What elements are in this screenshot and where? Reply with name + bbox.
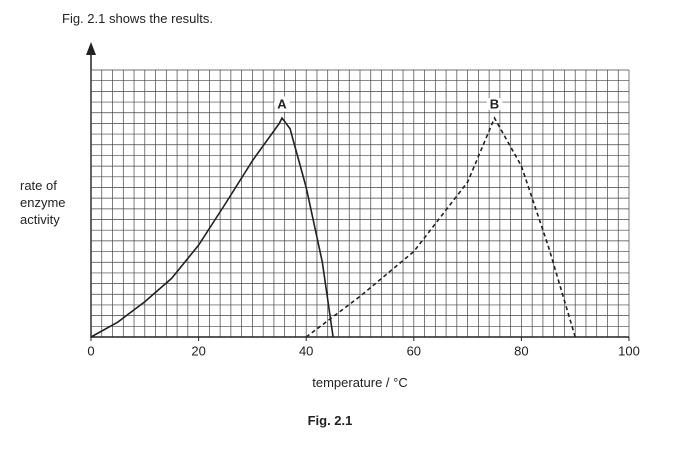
x-tick-label: 60	[407, 343, 421, 358]
x-tick-label: 40	[299, 343, 313, 358]
y-axis-label: rate of enzyme activity	[20, 178, 66, 227]
x-tick-label: 20	[191, 343, 205, 358]
x-tick-label: 100	[618, 343, 640, 358]
grid	[90, 69, 630, 338]
curve-label: A	[277, 96, 287, 111]
curve-label: B	[490, 96, 499, 111]
label-bg	[273, 96, 290, 113]
x-tick-label: 0	[87, 343, 94, 358]
x-axis-label: temperature / °C	[312, 375, 408, 390]
caption: Fig. 2.1	[307, 413, 353, 428]
curve-1	[305, 116, 576, 338]
label-bg	[486, 96, 503, 113]
x-tick-label: 80	[514, 343, 528, 358]
curve-0	[90, 116, 334, 338]
y-axis-arrow	[86, 42, 96, 55]
header: Fig. 2.1 shows the results.	[62, 11, 214, 26]
